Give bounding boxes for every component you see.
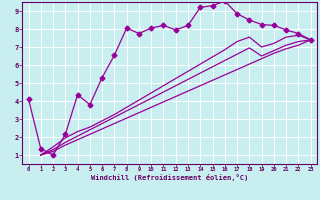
X-axis label: Windchill (Refroidissement éolien,°C): Windchill (Refroidissement éolien,°C) xyxy=(91,174,248,181)
